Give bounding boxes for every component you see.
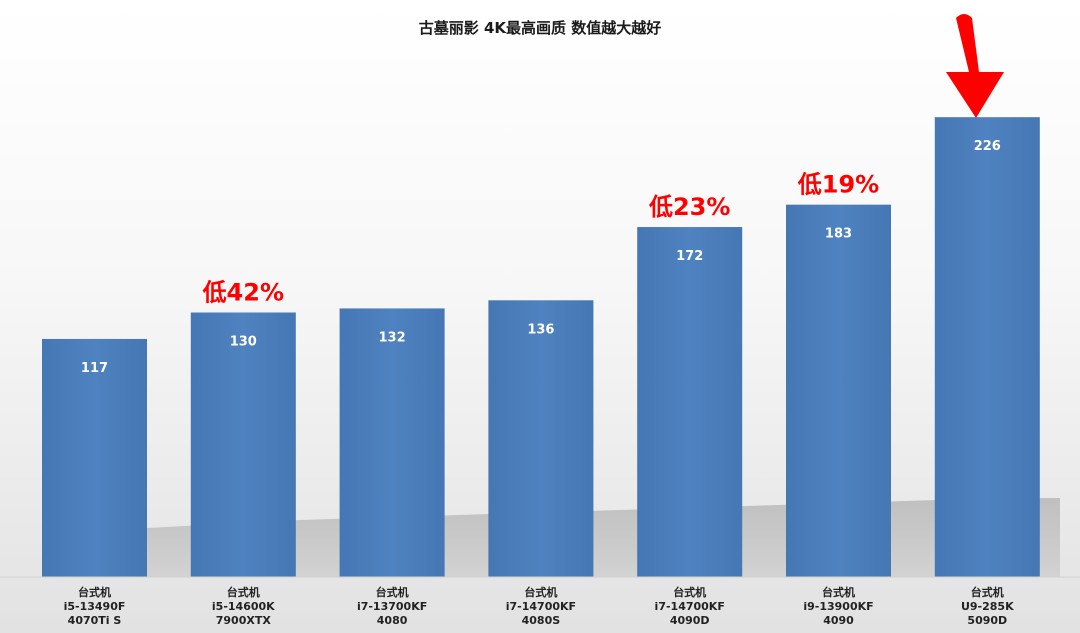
bar-5 <box>786 204 891 577</box>
tick-label-1-1: i5-14600K <box>212 600 275 613</box>
annotations-group: 低42% 低23% 低19% <box>202 171 880 307</box>
tick-label-6-2: 5090D <box>967 614 1007 627</box>
annotation-2: 低19% <box>797 171 879 199</box>
tick-label-5-2: 4090 <box>823 614 854 627</box>
value-label-0: 117 <box>81 361 108 376</box>
tick-label-3-1: i7-14700KF <box>506 600 576 613</box>
tick-label-6-0: 台式机 <box>971 585 1004 599</box>
bar-4 <box>637 227 743 578</box>
tick-label-3-0: 台式机 <box>524 585 557 599</box>
value-labels-group: 117 130 132 136 172 183 226 <box>81 139 1001 376</box>
tick-label-1-2: 7900XTX <box>216 614 272 627</box>
bar-2 <box>339 308 445 577</box>
bar-1 <box>190 312 296 577</box>
value-label-4: 172 <box>676 249 703 264</box>
bars-group <box>42 117 1040 578</box>
tick-label-4-1: i7-14700KF <box>655 600 725 613</box>
tick-label-6-1: U9-285K <box>961 600 1014 613</box>
value-label-1: 130 <box>230 335 257 350</box>
annotation-1: 低23% <box>648 193 730 221</box>
tick-label-4-2: 4090D <box>670 614 710 627</box>
tick-label-3-2: 4080S <box>522 614 561 627</box>
chart-title: 古墓丽影 4K最高画质 数值越大越好 <box>419 19 662 37</box>
value-label-5: 183 <box>825 227 852 242</box>
tick-label-5-0: 台式机 <box>822 585 855 599</box>
bar-3 <box>488 300 594 577</box>
tick-label-1-0: 台式机 <box>227 585 260 599</box>
tick-label-0-2: 4070Ti S <box>68 614 122 627</box>
tick-label-2-1: i7-13700KF <box>357 600 427 613</box>
tick-label-0-1: i5-13490F <box>64 600 126 613</box>
value-label-6: 226 <box>974 139 1001 154</box>
tick-label-2-2: 4080 <box>377 614 408 627</box>
tick-label-5-1: i9-13900KF <box>803 600 873 613</box>
tick-label-0-0: 台式机 <box>78 585 111 599</box>
bar-0 <box>42 338 147 577</box>
annotation-0: 低42% <box>202 279 284 307</box>
value-label-2: 132 <box>379 330 406 345</box>
bar-6 <box>934 117 1040 577</box>
tick-label-4-0: 台式机 <box>673 585 706 599</box>
tick-label-2-0: 台式机 <box>376 585 409 599</box>
red-down-arrow-icon <box>946 14 1004 118</box>
value-label-3: 136 <box>527 322 554 337</box>
